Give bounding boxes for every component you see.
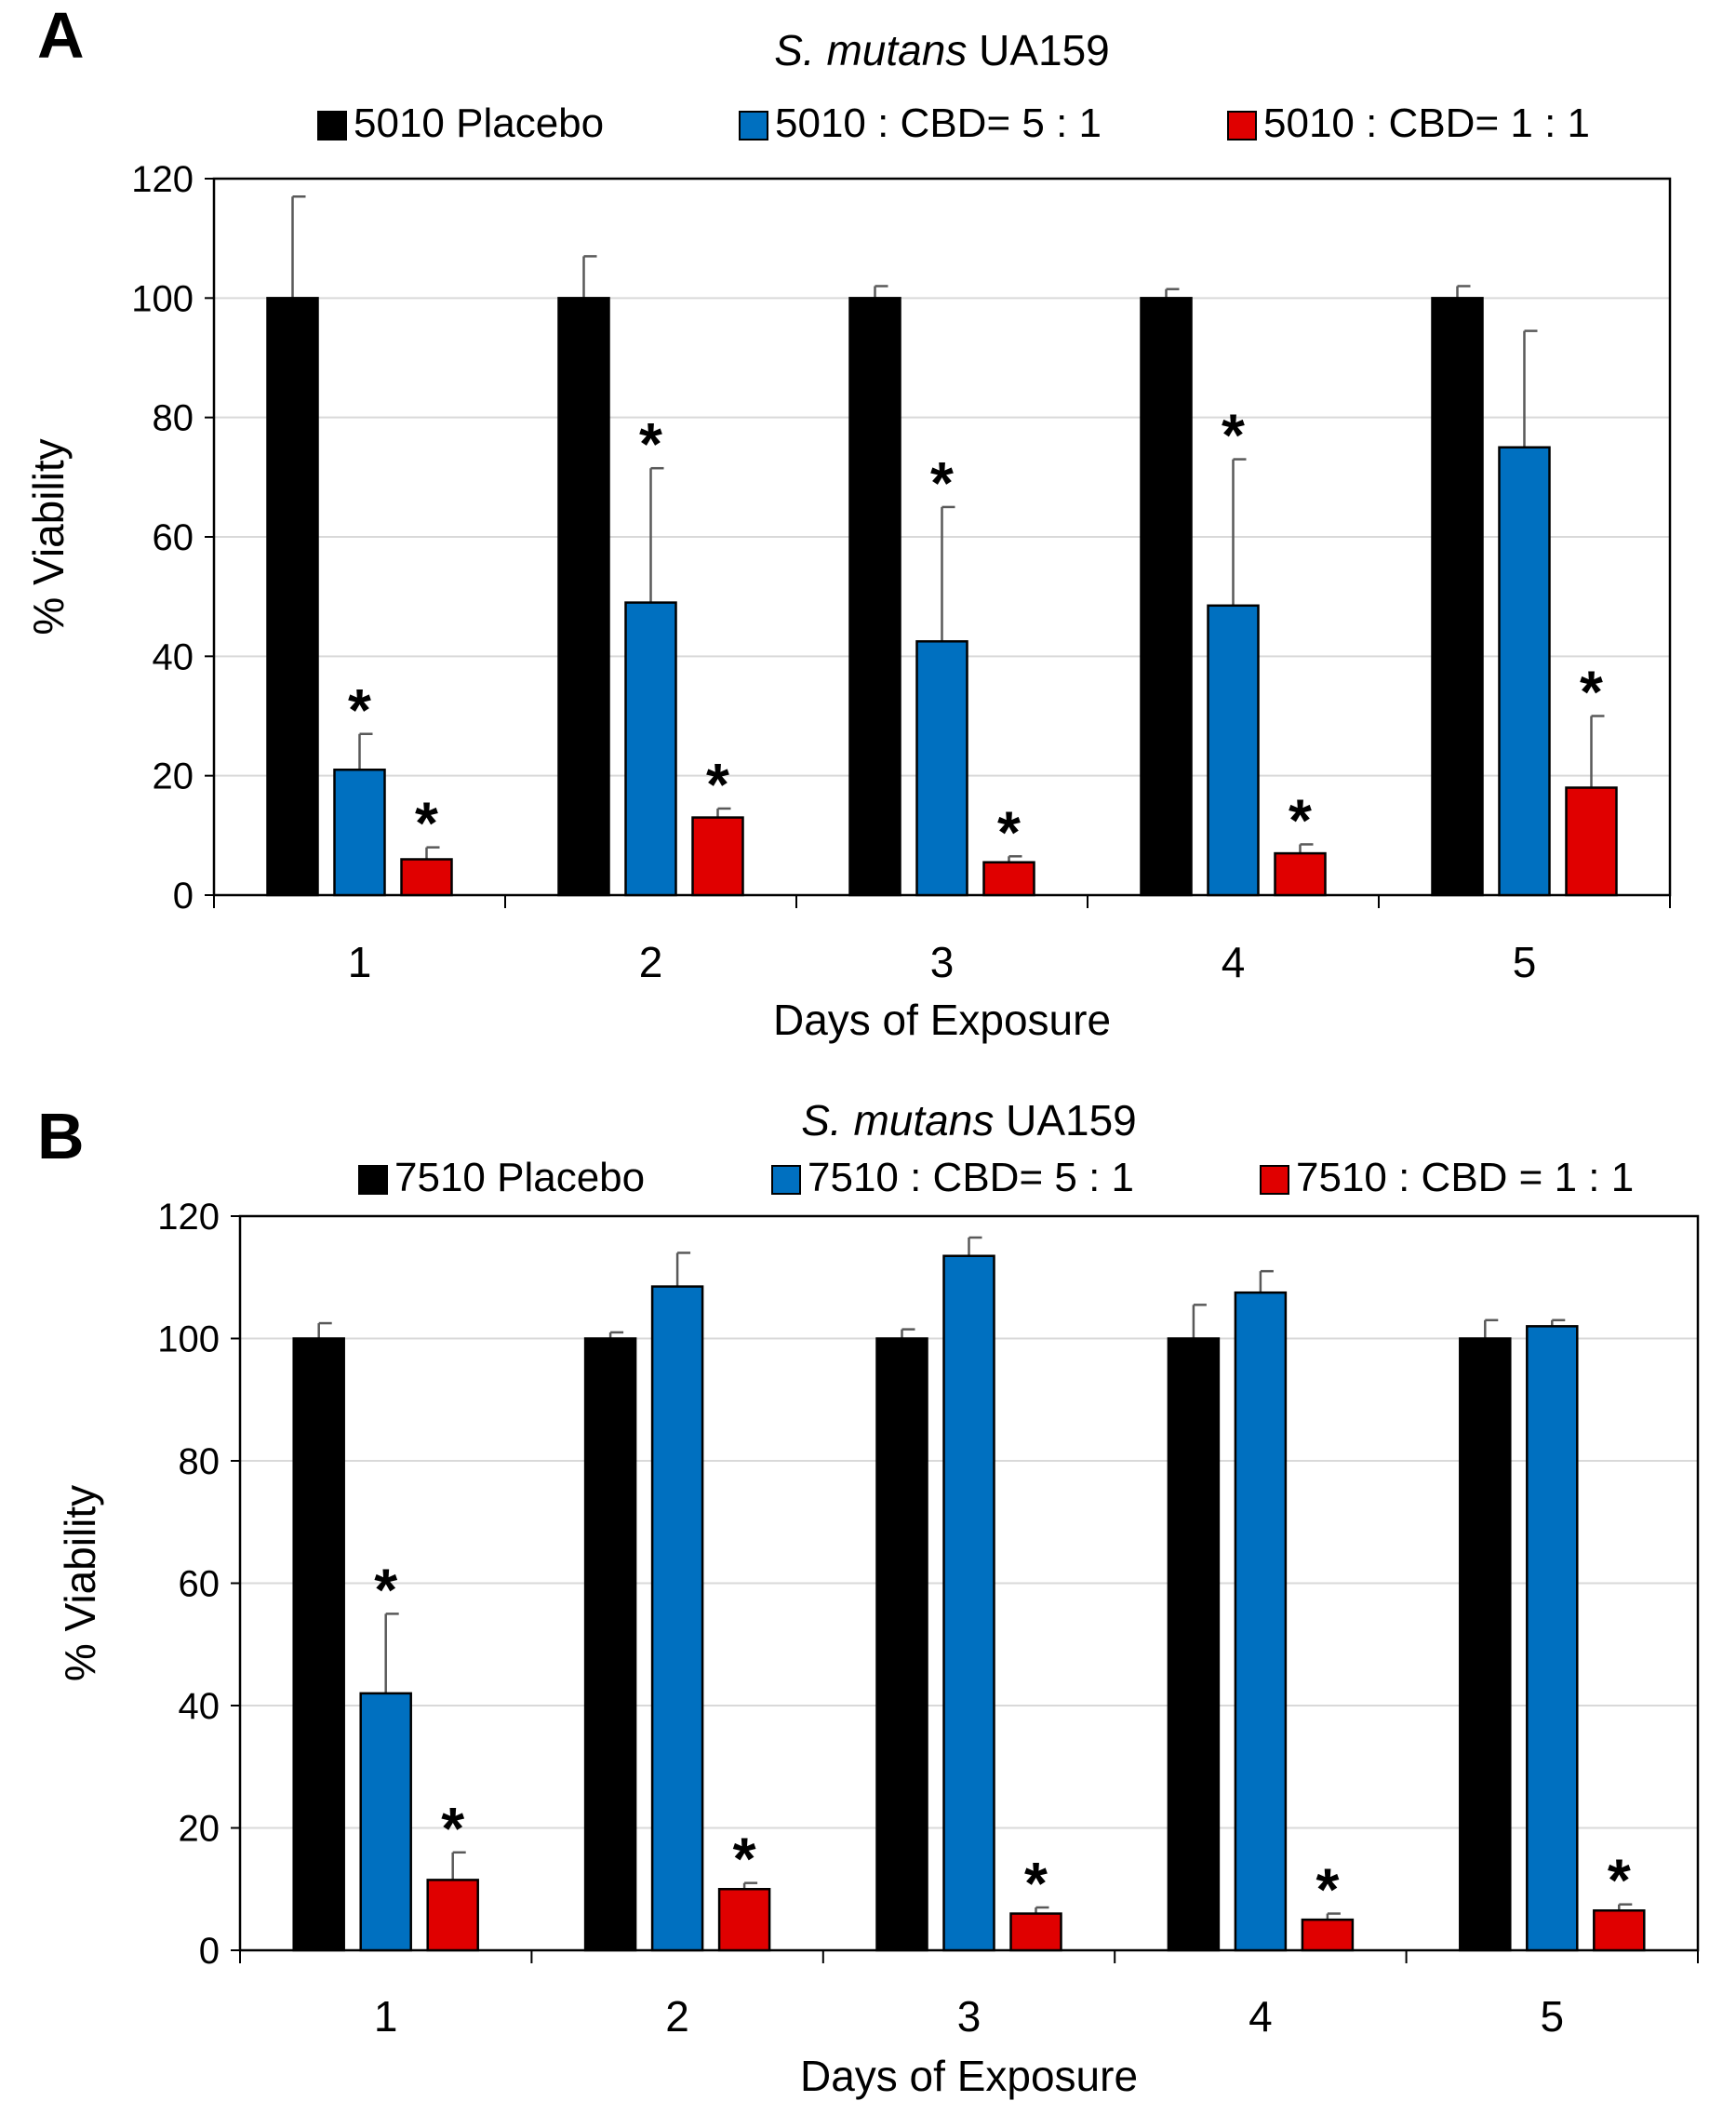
x-tick-label: 2	[639, 938, 663, 986]
legend-label: 7510 : CBD = 1 : 1	[1296, 1155, 1634, 1200]
legend-swatch	[739, 111, 768, 141]
significance-marker: *	[1580, 659, 1603, 726]
bar	[1009, 1912, 1062, 1952]
panel-letter: A	[37, 0, 85, 72]
y-tick-label: 20	[179, 1809, 220, 1850]
legend-label: 5010 Placebo	[354, 100, 604, 146]
bar	[557, 297, 610, 897]
x-tick-label: 1	[348, 938, 372, 986]
legend-swatch	[1260, 1165, 1289, 1195]
significance-marker: *	[706, 751, 729, 818]
legend-swatch	[771, 1165, 801, 1195]
legend-swatch	[358, 1165, 388, 1195]
significance-marker: *	[733, 1826, 756, 1893]
y-tick-label: 120	[131, 159, 194, 200]
legend-swatch	[317, 111, 347, 141]
bar	[1207, 604, 1260, 897]
significance-marker: *	[374, 1556, 397, 1623]
bar	[650, 1285, 704, 1952]
bar	[915, 640, 968, 897]
panel-letter: B	[37, 1100, 85, 1172]
significance-marker: *	[1024, 1850, 1048, 1917]
significance-marker: *	[348, 676, 371, 743]
legend-label: 5010 : CBD= 1 : 1	[1263, 100, 1590, 146]
chart-panel-a: A S. mutans UA159 5010 Placebo 5010 : CBD= …	[24, 0, 1672, 1044]
legend-label: 7510 : CBD= 5 : 1	[808, 1155, 1134, 1200]
x-axis-label: Days of Exposure	[773, 996, 1111, 1044]
x-tick-label: 4	[1222, 938, 1246, 986]
y-tick-label: 100	[157, 1319, 220, 1360]
bar	[292, 1337, 345, 1952]
significance-marker: *	[930, 449, 954, 516]
x-tick-label: 5	[1513, 938, 1537, 986]
y-tick-label: 100	[131, 278, 194, 319]
x-tick-label: 1	[374, 1992, 398, 2041]
bar	[624, 601, 677, 897]
significance-marker: *	[1608, 1847, 1631, 1914]
bar	[1431, 297, 1484, 897]
y-tick-label: 20	[153, 756, 194, 797]
bar	[982, 861, 1035, 897]
legend-label: 5010 : CBD= 5 : 1	[775, 100, 1102, 146]
bar	[942, 1254, 995, 1952]
y-tick-label: 60	[179, 1564, 220, 1605]
significance-marker: *	[1315, 1856, 1339, 1923]
y-axis-label: % Viability	[24, 438, 73, 635]
bar	[583, 1337, 637, 1952]
bar	[400, 858, 453, 897]
y-tick-label: 80	[153, 398, 194, 439]
y-tick-label: 80	[179, 1441, 220, 1482]
bar	[359, 1692, 412, 1952]
bar	[875, 1337, 928, 1952]
y-tick-label: 0	[199, 1931, 220, 1972]
bar	[1301, 1918, 1355, 1952]
bar	[717, 1888, 771, 1952]
bar	[1526, 1325, 1579, 1952]
significance-marker: *	[1222, 402, 1245, 469]
x-tick-label: 4	[1249, 1992, 1273, 2041]
bar	[691, 816, 744, 897]
bar	[1498, 446, 1551, 897]
x-tick-label: 5	[1541, 1992, 1565, 2041]
significance-marker: *	[441, 1795, 464, 1862]
significance-marker: *	[415, 790, 438, 857]
y-tick-label: 60	[153, 517, 194, 558]
bar	[333, 769, 386, 897]
legend-label: 7510 Placebo	[394, 1155, 645, 1200]
bar	[426, 1879, 479, 1952]
legend-swatch	[1227, 111, 1257, 141]
bar	[1167, 1337, 1221, 1952]
chart-panel-b: B S. mutans UA159 7510 Placebo 7510 : CBD= …	[37, 1096, 1700, 2100]
y-tick-label: 40	[179, 1686, 220, 1727]
y-tick-label: 120	[157, 1197, 220, 1238]
x-axis-label: Days of Exposure	[800, 2052, 1138, 2100]
bar	[848, 297, 901, 897]
bar	[1234, 1291, 1288, 1952]
significance-marker: *	[997, 798, 1021, 865]
x-tick-label: 2	[665, 1992, 689, 2041]
chart-title: S. mutans UA159	[774, 26, 1110, 74]
bar	[266, 297, 319, 897]
bar	[1565, 786, 1618, 897]
bar	[1274, 851, 1327, 897]
y-tick-label: 0	[173, 876, 194, 917]
y-tick-label: 40	[153, 636, 194, 677]
significance-marker: *	[639, 410, 662, 477]
x-tick-label: 3	[957, 1992, 982, 2041]
x-tick-label: 3	[930, 938, 955, 986]
bar	[1459, 1337, 1512, 1952]
chart-title: S. mutans UA159	[801, 1096, 1137, 1144]
y-axis-label: % Viability	[56, 1485, 104, 1681]
bar	[1593, 1909, 1646, 1952]
bar	[1140, 297, 1193, 897]
significance-marker: *	[1289, 786, 1312, 853]
